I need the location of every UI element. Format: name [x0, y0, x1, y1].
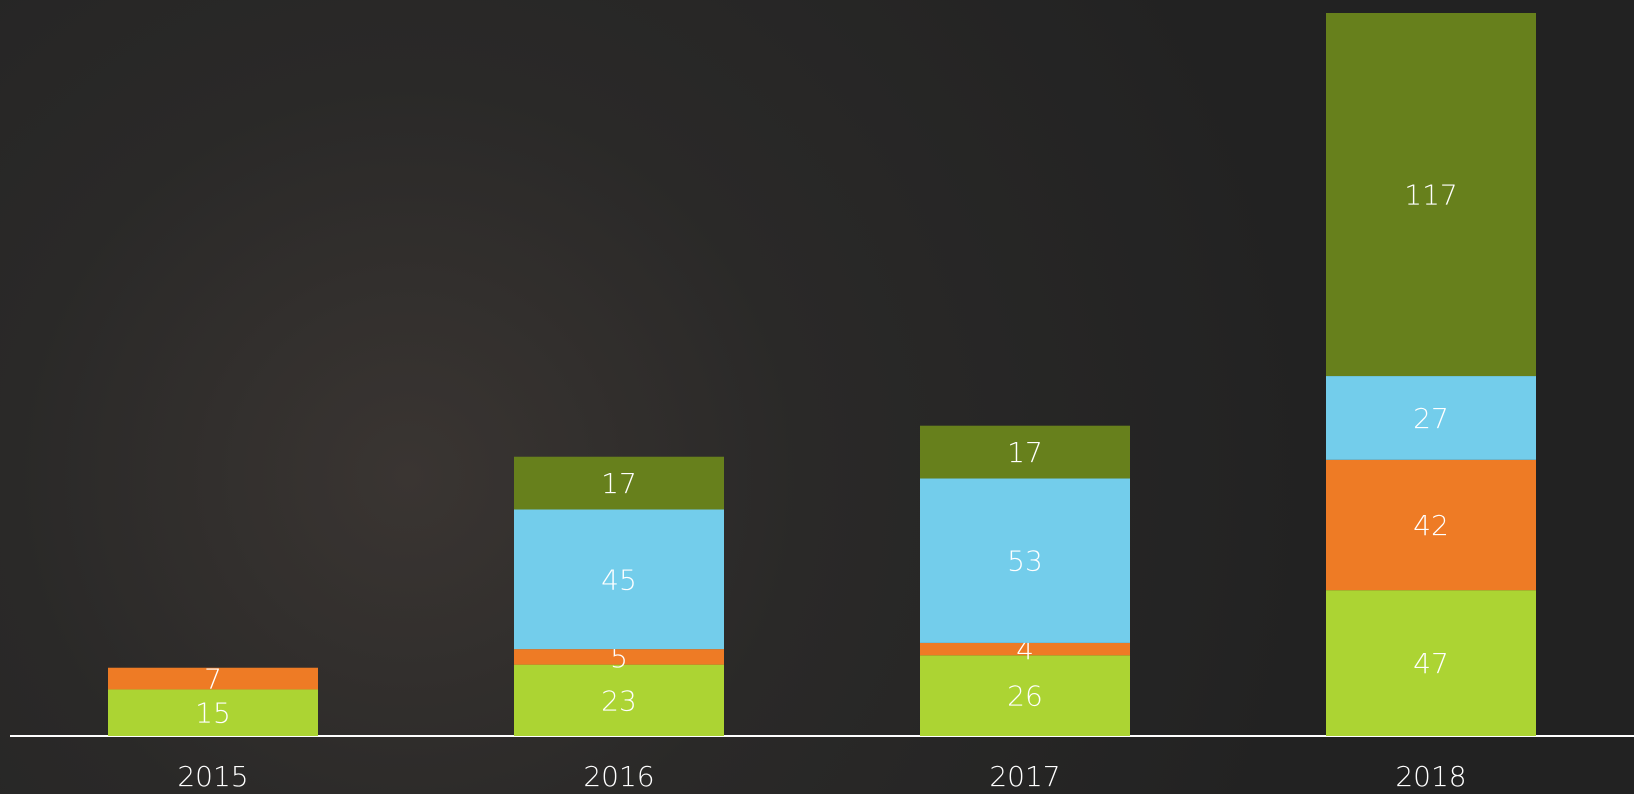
x-tick-label: 2015: [177, 760, 248, 793]
data-label: 53: [1007, 545, 1043, 578]
data-label: 42: [1413, 509, 1449, 542]
x-tick-label: 2018: [1395, 760, 1466, 793]
data-label: 15: [195, 697, 231, 730]
bar-segment: [514, 456, 724, 510]
data-label: 5: [610, 641, 628, 674]
data-label: 47: [1413, 647, 1449, 680]
bar-segment: [1326, 459, 1536, 591]
x-tick-label: 2016: [583, 760, 654, 793]
bar-segment: [108, 689, 318, 736]
x-tick-label: 2017: [989, 760, 1060, 793]
bar-segment: [920, 478, 1130, 643]
data-label: 27: [1413, 402, 1449, 435]
bar-segment: [108, 667, 318, 690]
data-label: 117: [1404, 179, 1457, 212]
bar-segment: [920, 642, 1130, 656]
bar-segment: [514, 649, 724, 665]
bar-segment: [1326, 590, 1536, 736]
bar-segment: [1326, 13, 1536, 377]
data-label: 23: [601, 684, 637, 717]
data-label: 17: [1007, 436, 1043, 469]
data-label: 17: [601, 467, 637, 500]
data-label: 45: [601, 563, 637, 596]
data-label: 7: [204, 663, 222, 696]
bar-segment: [920, 425, 1130, 479]
bar-segment: [920, 655, 1130, 736]
bar-segment: [514, 664, 724, 736]
bar-segment: [1326, 376, 1536, 460]
bar-segment: [514, 509, 724, 650]
data-label: 26: [1007, 680, 1043, 713]
